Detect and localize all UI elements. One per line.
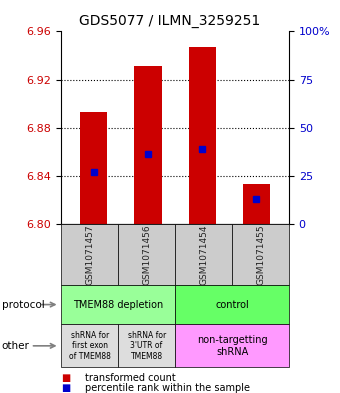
Text: other: other: [2, 341, 30, 351]
Text: shRNA for
3'UTR of
TMEM88: shRNA for 3'UTR of TMEM88: [128, 331, 166, 361]
Text: GSM1071455: GSM1071455: [256, 224, 265, 285]
Text: GSM1071454: GSM1071454: [199, 224, 208, 285]
Text: non-targetting
shRNA: non-targetting shRNA: [197, 335, 267, 356]
Text: TMEM88 depletion: TMEM88 depletion: [73, 299, 163, 310]
Text: ■: ■: [61, 383, 70, 393]
Bar: [189, 47, 216, 224]
Text: shRNA for
first exon
of TMEM88: shRNA for first exon of TMEM88: [69, 331, 110, 361]
Bar: [80, 112, 107, 224]
Text: ■: ■: [61, 373, 70, 383]
Text: protocol: protocol: [2, 299, 45, 310]
Text: percentile rank within the sample: percentile rank within the sample: [85, 383, 250, 393]
Text: transformed count: transformed count: [85, 373, 176, 383]
Text: GSM1071457: GSM1071457: [85, 224, 94, 285]
Text: GSM1071456: GSM1071456: [142, 224, 151, 285]
Text: control: control: [215, 299, 249, 310]
Text: GDS5077 / ILMN_3259251: GDS5077 / ILMN_3259251: [79, 14, 261, 28]
Bar: [134, 66, 162, 224]
Bar: [243, 184, 270, 224]
